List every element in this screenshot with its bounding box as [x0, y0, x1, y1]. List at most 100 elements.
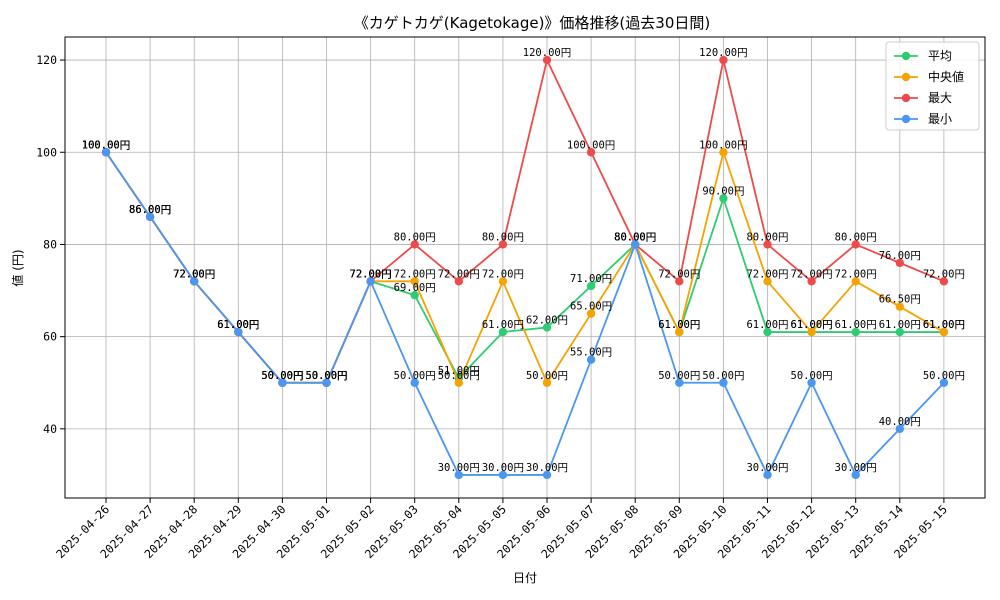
data-label: 61.00円 [482, 319, 524, 331]
x-axis-label: 日付 [513, 571, 537, 585]
data-label: 120.00円 [523, 47, 571, 59]
data-point [719, 55, 728, 65]
data-label: 50.00円 [923, 370, 965, 382]
data-label: 61.00円 [217, 319, 259, 331]
data-label: 72.00円 [350, 268, 392, 280]
data-label: 50.00円 [305, 370, 347, 382]
data-point [498, 470, 508, 480]
data-label: 50.00円 [261, 370, 303, 382]
data-label: 100.00円 [82, 139, 130, 151]
x-axis-ticks: 2025-04-262025-04-272025-04-282025-04-29… [53, 498, 950, 561]
data-label: 61.00円 [746, 319, 788, 331]
data-point [498, 240, 508, 249]
data-label: 61.00円 [923, 319, 965, 331]
data-label: 80.00円 [614, 231, 656, 243]
data-label: 30.00円 [526, 462, 568, 474]
data-label: 72.00円 [438, 268, 480, 280]
data-point [410, 378, 419, 387]
data-label: 76.00円 [879, 250, 921, 262]
data-point [939, 277, 949, 286]
data-label: 50.00円 [261, 370, 303, 382]
data-point [763, 240, 772, 249]
data-label: 72.00円 [923, 268, 965, 280]
data-point [895, 327, 904, 337]
data-label: 86.00円 [129, 204, 171, 216]
data-point [895, 424, 904, 434]
series-line [105, 151, 945, 476]
data-label: 66.50円 [879, 294, 921, 306]
data-label: 50.00円 [305, 370, 347, 382]
data-label: 69.00円 [394, 282, 436, 294]
data-point [851, 327, 860, 337]
data-label: 90.00円 [702, 185, 744, 197]
y-tick-label: 60 [43, 330, 57, 344]
data-point [719, 148, 728, 157]
data-point [498, 327, 508, 337]
data-point [234, 327, 243, 337]
data-point [145, 212, 155, 221]
data-label: 72.00円 [350, 268, 392, 280]
legend-label: 最小 [928, 112, 952, 126]
data-label: 72.00円 [835, 268, 877, 280]
data-label: 51.00円 [438, 365, 480, 377]
data-label: 50.00円 [526, 370, 568, 382]
legend-label: 中央値 [928, 69, 964, 84]
data-label: 50.00円 [791, 370, 833, 382]
data-point [719, 378, 728, 387]
data-label: 72.00円 [173, 268, 215, 280]
data-label: 72.00円 [482, 268, 524, 280]
data-point [498, 277, 508, 286]
data-point [410, 240, 419, 249]
data-label: 40.00円 [879, 416, 921, 428]
data-point [719, 194, 728, 203]
data-label: 61.00円 [658, 319, 700, 331]
legend-swatch-marker [901, 51, 911, 61]
data-label: 80.00円 [394, 231, 436, 243]
data-point [807, 277, 816, 286]
data-point [675, 327, 684, 337]
data-label: 55.00円 [570, 347, 612, 359]
data-label: 50.00円 [438, 370, 480, 382]
series-line [105, 59, 945, 384]
data-label: 72.00円 [746, 268, 788, 280]
data-label: 30.00円 [482, 462, 524, 474]
data-label: 30.00円 [438, 462, 480, 474]
data-label: 72.00円 [791, 268, 833, 280]
data-label: 100.00円 [82, 139, 130, 151]
legend-item: 最大 [894, 91, 952, 105]
data-label: 30.00円 [835, 462, 877, 474]
data-point [631, 240, 640, 249]
data-point [586, 355, 596, 364]
data-point [763, 327, 772, 337]
data-label: 86.00円 [129, 204, 171, 216]
data-label: 72.00円 [173, 268, 215, 280]
data-label: 80.00円 [614, 231, 656, 243]
data-point [586, 309, 596, 318]
data-label: 86.00円 [129, 204, 171, 216]
data-label: 61.00円 [791, 319, 833, 331]
y-axis-ticks: 40 60 80 100 120 [36, 53, 65, 436]
legend-label: 最大 [928, 91, 952, 105]
series-3 [101, 55, 949, 387]
data-point [939, 378, 949, 387]
data-point [454, 378, 463, 387]
data-label: 61.00円 [791, 319, 833, 331]
data-label: 50.00円 [702, 370, 744, 382]
data-label: 50.00円 [261, 370, 303, 382]
data-label: 61.00円 [658, 319, 700, 331]
data-point [586, 281, 596, 291]
chart-title: 《カゲトカゲ(Kagetokage)》価格推移(過去30日間) [354, 14, 710, 32]
data-point [278, 378, 287, 387]
data-label: 61.00円 [217, 319, 259, 331]
data-label: 50.00円 [394, 370, 436, 382]
data-label: 72.00円 [350, 268, 392, 280]
data-label: 61.00円 [217, 319, 259, 331]
legend-label: 平均 [928, 49, 952, 63]
data-label: 62.00円 [526, 314, 568, 326]
data-point [675, 378, 684, 387]
data-label: 50.00円 [658, 370, 700, 382]
